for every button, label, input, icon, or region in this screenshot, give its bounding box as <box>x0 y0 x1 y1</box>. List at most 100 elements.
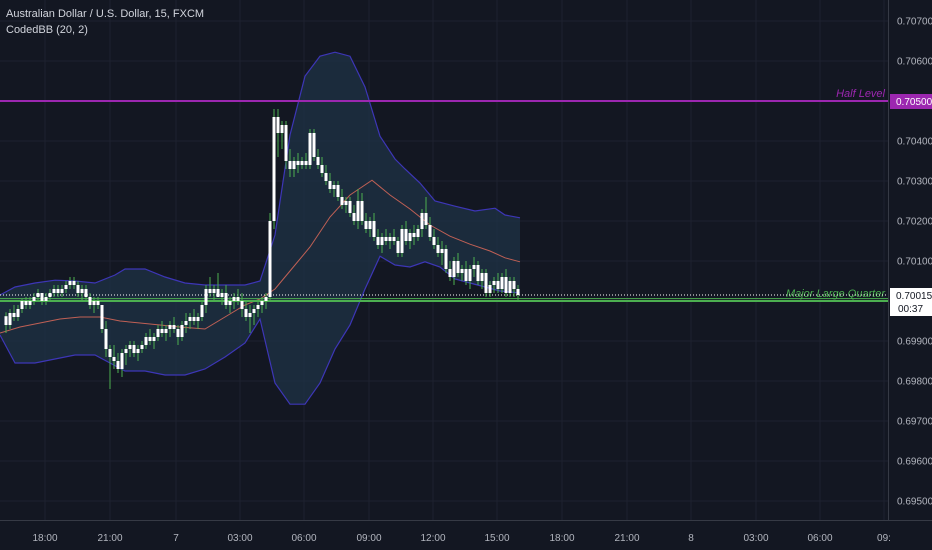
candle-body <box>16 309 20 317</box>
time-axis[interactable]: 18:00 21:00 7 03:00 06:00 09:00 12:00 15:00 18:0… <box>32 533 890 544</box>
candle-body <box>464 269 468 281</box>
bollinger-upper-line <box>0 51 521 296</box>
candle-body <box>92 301 96 305</box>
candle-body <box>40 293 44 301</box>
candle-body <box>256 305 260 309</box>
candle-body <box>516 289 520 295</box>
candle-body <box>252 309 256 313</box>
price-axis[interactable]: 0.70700 0.70600 0.70500 0.70400 0.70300 0.702… <box>897 17 932 508</box>
candle-body <box>332 185 336 189</box>
candle-body <box>292 161 296 169</box>
current-price-badge <box>890 288 932 316</box>
candle-body <box>396 241 400 253</box>
symbol-title[interactable]: Australian Dollar / U.S. Dollar, 15, FXC… <box>6 8 205 20</box>
candle-body <box>244 309 248 317</box>
candle-body <box>80 289 84 293</box>
candle-body <box>204 289 208 305</box>
candle-body <box>248 313 252 317</box>
candle-body <box>328 181 332 189</box>
candle-body <box>348 201 352 213</box>
candle-body <box>456 261 460 273</box>
bollinger-bands <box>0 51 521 405</box>
candle-body <box>496 281 500 289</box>
candle-body <box>172 325 176 329</box>
candle-body <box>416 229 420 237</box>
bar-countdown-text: 00:37 <box>898 304 923 315</box>
candle-body <box>508 281 512 293</box>
candle-body <box>300 161 304 165</box>
candle-body <box>100 305 104 329</box>
candle-body <box>188 317 192 321</box>
candle-body <box>304 161 308 165</box>
candle-body <box>492 281 496 285</box>
candle-body <box>364 221 368 229</box>
candle-body <box>48 293 52 297</box>
candle-body <box>376 237 380 245</box>
candle-body <box>112 357 116 361</box>
candle-body <box>240 301 244 309</box>
candle-body <box>200 305 204 317</box>
candle-body <box>196 317 200 321</box>
candle-body <box>400 229 404 253</box>
candle-body <box>432 237 436 245</box>
half-level-label: Half Level <box>836 88 885 100</box>
candle-body <box>124 349 128 353</box>
candle-body <box>88 297 92 305</box>
candle-body <box>28 301 32 305</box>
candle-body <box>160 329 164 333</box>
candle-body <box>340 197 344 205</box>
candle-body <box>404 229 408 241</box>
time-tick-label: 12:00 <box>420 533 445 544</box>
time-tick-label: 18:00 <box>32 533 57 544</box>
candle-body <box>52 289 56 293</box>
price-tick-label: 0.70600 <box>897 57 932 68</box>
candle-body <box>324 173 328 181</box>
time-tick-label: 03:00 <box>743 533 768 544</box>
time-tick-label: 18:00 <box>549 533 574 544</box>
candle-body <box>504 277 508 293</box>
candle-body <box>468 269 472 281</box>
candle-body <box>4 316 8 325</box>
current-price-text: 0.70015 <box>896 291 932 302</box>
candle-body <box>108 349 112 357</box>
candle-body <box>372 221 376 237</box>
candle-body <box>72 281 76 285</box>
price-tick-label: 0.69600 <box>897 457 932 468</box>
candle-body <box>488 285 492 293</box>
candle-body <box>140 345 144 349</box>
candle-body <box>220 293 224 297</box>
price-tick-label: 0.69700 <box>897 417 932 428</box>
price-tick-label: 0.70400 <box>897 137 932 148</box>
candle-body <box>136 349 140 353</box>
candle-body <box>24 301 28 305</box>
candle-body <box>120 353 124 369</box>
candle-body <box>128 345 132 349</box>
candle-body <box>484 273 488 293</box>
candle-body <box>296 161 300 165</box>
candle-body <box>32 297 36 301</box>
candle-body <box>452 261 456 277</box>
price-tick-label: 0.70100 <box>897 257 932 268</box>
candle-body <box>60 289 64 293</box>
candle-body <box>428 225 432 237</box>
candle-body <box>232 297 236 301</box>
candles <box>4 109 520 389</box>
candle-body <box>208 289 212 293</box>
price-tick-label: 0.69800 <box>897 377 932 388</box>
candle-body <box>480 273 484 281</box>
candle-body <box>156 329 160 337</box>
candle-body <box>356 201 360 221</box>
candle-body <box>472 265 476 269</box>
candle-body <box>360 201 364 221</box>
candle-body <box>176 329 180 337</box>
time-tick-label: 03:00 <box>227 533 252 544</box>
horizontal-levels[interactable]: Half Level Major Large Quarter <box>0 88 888 302</box>
indicator-title[interactable]: CodedBB (20, 2) <box>6 24 88 36</box>
candle-body <box>148 337 152 341</box>
price-tick-label: 0.69900 <box>897 337 932 348</box>
price-tick-label: 0.69500 <box>897 497 932 508</box>
candle-body <box>56 289 60 293</box>
candle-body <box>144 337 148 345</box>
